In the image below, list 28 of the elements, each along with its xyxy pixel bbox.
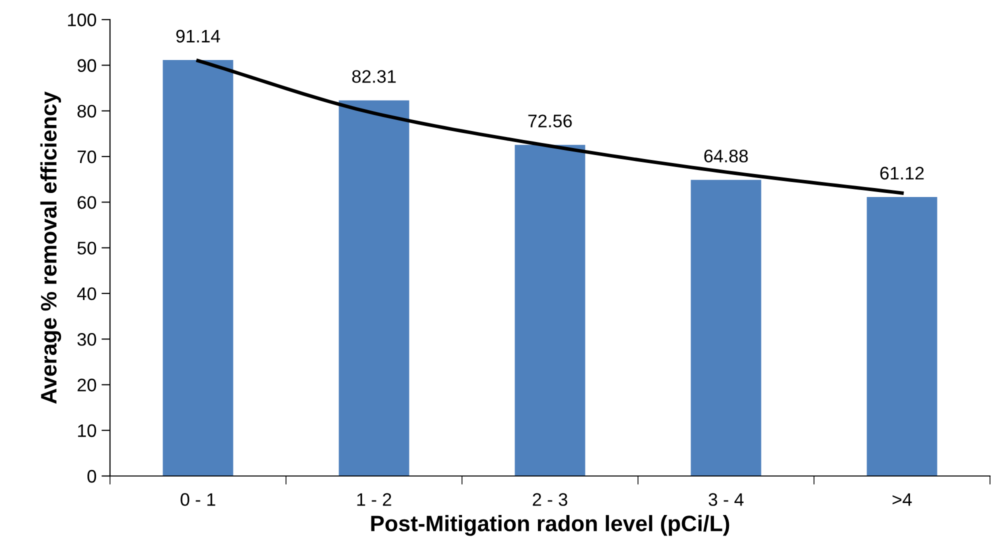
y-tick-label: 100 [68, 14, 96, 26]
data-label: 72.56 [528, 114, 572, 128]
y-tick-label: 60 [78, 196, 96, 209]
y-tick-label: 0 [87, 470, 96, 483]
x-tick-label: 1 - 2 [357, 493, 392, 506]
x-tick-label: 2 - 3 [532, 493, 568, 506]
y-tick-label: 50 [77, 242, 96, 255]
data-label: 64.88 [704, 150, 748, 162]
data-label: 61.12 [880, 166, 924, 180]
x-axis-title: Post-Mitigation radon level (pCi/L) [371, 515, 730, 536]
y-tick-label: 70 [78, 150, 96, 164]
bar [690, 180, 762, 476]
x-tick-label: 3 - 4 [708, 493, 744, 506]
bar [514, 144, 586, 476]
bar [162, 60, 234, 476]
data-label: 91.14 [176, 30, 220, 43]
x-tick-label: >4 [892, 493, 912, 506]
y-tick-label: 10 [78, 424, 96, 438]
y-tick-label: 20 [78, 378, 96, 392]
bar [338, 100, 410, 476]
y-tick-label: 40 [77, 287, 96, 300]
bar [866, 197, 938, 476]
y-tick-label: 90 [78, 59, 96, 72]
y-tick-label: 30 [77, 333, 96, 346]
y-axis-title: Average % removal efficiency [40, 91, 62, 404]
y-tick-label: 80 [78, 104, 96, 118]
x-tick-label: 0 - 1 [180, 493, 216, 506]
data-label: 82.31 [352, 70, 396, 83]
